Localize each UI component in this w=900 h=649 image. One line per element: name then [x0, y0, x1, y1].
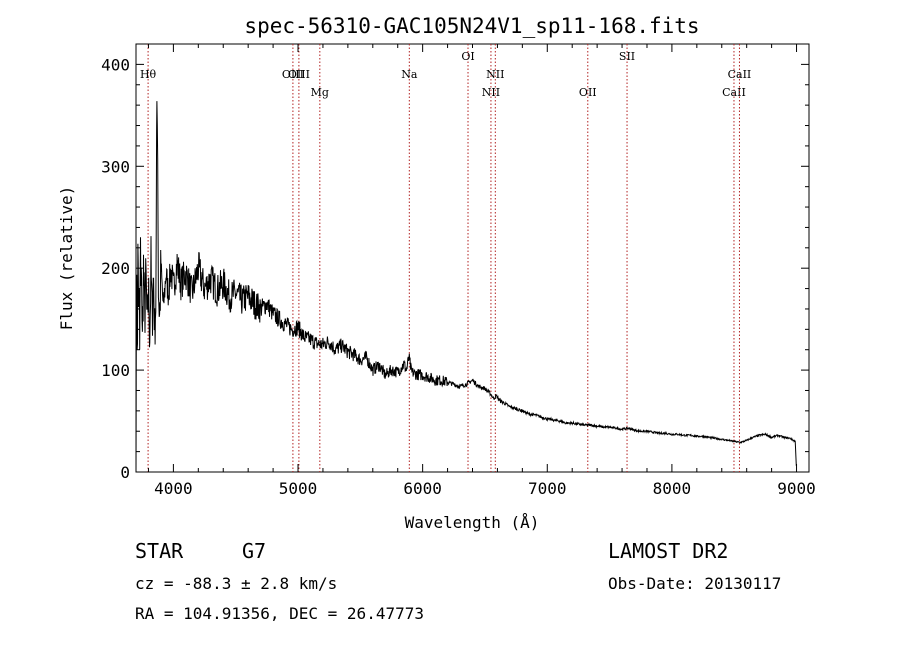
spectral-line-label: SII	[619, 50, 635, 63]
spectral-line-label: CaII	[722, 86, 746, 99]
chart-title: spec-56310-GAC105N24V1_sp11-168.fits	[244, 14, 699, 38]
spectral-line-label: OII	[579, 86, 597, 99]
x-tick-label: 7000	[528, 479, 567, 498]
object-class: STAR	[135, 539, 184, 563]
x-tick-label: 5000	[279, 479, 318, 498]
x-tick-label: 9000	[777, 479, 816, 498]
y-tick-label: 300	[101, 157, 130, 176]
spectral-line-label: CaII	[728, 68, 752, 81]
spectral-line-label: OIII	[282, 68, 304, 81]
y-axis-ticks: 0 100 200 300 400	[101, 43, 809, 482]
y-tick-label: 400	[101, 55, 130, 74]
spectral-line-label: Mg	[311, 86, 329, 99]
x-tick-label: 8000	[653, 479, 692, 498]
y-axis-label: Flux (relative)	[57, 186, 76, 331]
spectral-line-label: OI	[461, 50, 474, 63]
survey-name: LAMOST DR2	[608, 539, 728, 563]
object-subclass: G7	[242, 539, 266, 563]
x-tick-label: 6000	[403, 479, 442, 498]
spectrum-line	[135, 101, 797, 473]
y-tick-label: 200	[101, 259, 130, 278]
observation-date: Obs-Date: 20130117	[608, 574, 781, 593]
plot-frame	[135, 43, 810, 473]
x-tick-label: 4000	[154, 479, 193, 498]
spectral-line-label: OIII	[288, 68, 310, 81]
x-axis-ticks: 4000 5000 6000 7000 8000 9000	[147, 44, 816, 498]
y-tick-label: 100	[101, 361, 130, 380]
spectral-line-label: Hθ	[140, 68, 157, 81]
x-axis-label: Wavelength (Å)	[405, 513, 540, 532]
y-tick-label: 0	[120, 463, 130, 482]
redshift-cz: cz = -88.3 ± 2.8 km/s	[135, 574, 337, 593]
spectral-line-label: NII	[486, 68, 504, 81]
spectral-line-label: Na	[401, 68, 418, 81]
spectral-line-label: NII	[482, 86, 500, 99]
ra-dec-coords: RA = 104.91356, DEC = 26.47773	[135, 604, 424, 623]
